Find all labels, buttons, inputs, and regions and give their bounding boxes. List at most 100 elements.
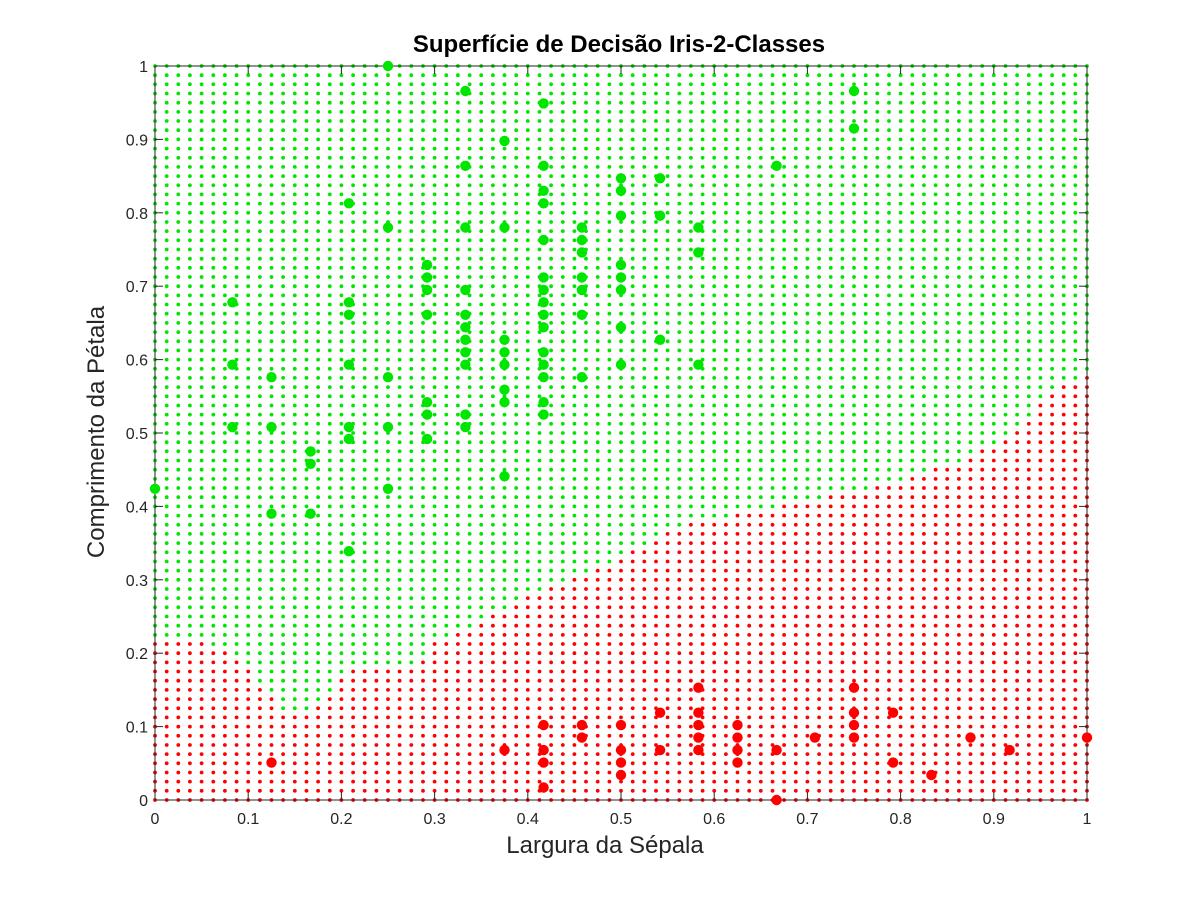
grid-point [456, 330, 460, 334]
grid-point [642, 201, 647, 206]
grid-point [770, 357, 775, 362]
grid-point [246, 577, 251, 582]
grid-point [572, 394, 577, 399]
grid-point [770, 779, 775, 784]
grid-point [281, 568, 285, 573]
grid-point [817, 348, 821, 353]
grid-point [549, 311, 553, 316]
grid-point [327, 651, 332, 656]
grid-point [502, 210, 507, 215]
grid-point [677, 357, 682, 362]
grid-point [421, 155, 425, 160]
grid-point [607, 633, 612, 637]
grid-point [176, 238, 181, 243]
grid-point [665, 642, 670, 646]
grid-point [654, 532, 658, 536]
grid-point [758, 137, 763, 142]
grid-point [281, 100, 285, 105]
grid-point [514, 706, 519, 711]
grid-point [223, 669, 227, 674]
grid-point [409, 302, 414, 307]
grid-point [642, 605, 647, 610]
grid-point [607, 412, 612, 417]
grid-point [665, 110, 670, 114]
grid-point [292, 394, 297, 399]
grid-point [269, 302, 274, 307]
grid-point [397, 128, 402, 133]
grid-point [316, 128, 320, 133]
grid-point [782, 412, 786, 417]
grid-point [351, 504, 355, 509]
grid-point [619, 596, 623, 600]
grid-point [351, 376, 355, 380]
grid-point [456, 651, 460, 656]
grid-point [351, 779, 355, 784]
grid-point [782, 559, 786, 564]
grid-point [502, 431, 507, 435]
grid-point [491, 458, 495, 463]
grid-point [199, 357, 204, 362]
grid-point [456, 302, 460, 307]
grid-point [782, 605, 786, 610]
grid-point [642, 366, 647, 371]
grid-point [491, 431, 495, 435]
grid-point [595, 174, 600, 179]
grid-point [840, 596, 845, 600]
grid-point [735, 403, 740, 408]
grid-point [456, 275, 460, 279]
grid-point [595, 284, 600, 289]
grid-point [444, 743, 449, 747]
grid-point [421, 504, 425, 509]
grid-point [549, 513, 553, 518]
grid-point [339, 605, 344, 610]
grid-point [782, 256, 786, 261]
grid-point [223, 577, 227, 582]
grid-point [386, 385, 390, 389]
grid-point [793, 587, 798, 591]
grid-point [479, 715, 484, 720]
grid-point [456, 715, 460, 720]
grid-point [700, 284, 705, 289]
grid-point [852, 477, 856, 481]
grid-point [491, 339, 495, 344]
grid-point [467, 192, 472, 197]
grid-point [164, 339, 169, 344]
grid-point [421, 770, 425, 775]
grid-point [351, 146, 355, 151]
grid-point [852, 779, 856, 784]
grid-point [281, 614, 285, 619]
grid-point [560, 743, 565, 747]
grid-point [432, 697, 437, 701]
grid-point [724, 504, 728, 509]
grid-point [607, 568, 612, 573]
grid-point [269, 330, 274, 334]
grid-point [642, 210, 647, 215]
grid-point [281, 220, 285, 224]
grid-point [852, 486, 856, 490]
grid-point [199, 385, 204, 389]
grid-point [176, 256, 181, 261]
grid-point [351, 330, 355, 334]
grid-point [479, 458, 484, 463]
grid-point [456, 82, 460, 87]
grid-point [537, 128, 542, 133]
grid-point [176, 733, 181, 738]
grid-point [665, 376, 670, 380]
grid-point [432, 238, 437, 243]
grid-point [642, 678, 647, 683]
grid-point [211, 761, 216, 766]
grid-point [584, 366, 588, 371]
grid-point [758, 265, 763, 270]
grid-point [747, 137, 752, 142]
grid-point [537, 522, 542, 527]
grid-point [525, 366, 530, 371]
grid-point [793, 779, 798, 784]
grid-point [700, 577, 705, 582]
grid-point [840, 715, 845, 720]
grid-point [828, 100, 833, 105]
grid-point [339, 210, 344, 215]
grid-point [397, 541, 402, 545]
grid-point [724, 706, 728, 711]
grid-point [409, 412, 414, 417]
grid-point [665, 73, 670, 78]
